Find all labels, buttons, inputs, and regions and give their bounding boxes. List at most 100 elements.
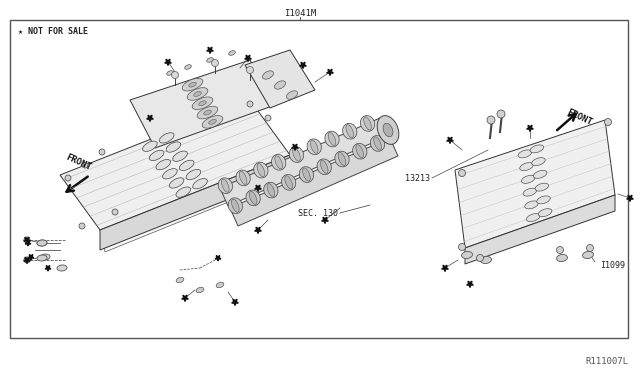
Ellipse shape: [275, 81, 285, 89]
Ellipse shape: [163, 169, 177, 179]
Ellipse shape: [282, 174, 296, 190]
Polygon shape: [164, 59, 172, 65]
Ellipse shape: [374, 137, 381, 150]
Ellipse shape: [257, 164, 265, 177]
Ellipse shape: [527, 214, 540, 222]
Polygon shape: [232, 299, 238, 305]
Circle shape: [99, 149, 105, 155]
Ellipse shape: [264, 182, 278, 198]
Ellipse shape: [143, 141, 157, 151]
Text: I1099: I1099: [600, 260, 625, 269]
Ellipse shape: [338, 153, 346, 166]
Ellipse shape: [292, 148, 300, 161]
Ellipse shape: [204, 110, 211, 115]
Ellipse shape: [267, 183, 275, 197]
Ellipse shape: [173, 151, 188, 161]
Text: SEC. 130: SEC. 130: [298, 208, 338, 218]
Polygon shape: [467, 281, 474, 288]
Polygon shape: [322, 217, 328, 224]
Ellipse shape: [535, 183, 548, 191]
Ellipse shape: [262, 71, 273, 79]
Ellipse shape: [523, 188, 536, 196]
Circle shape: [79, 223, 85, 229]
Circle shape: [211, 60, 218, 67]
Circle shape: [247, 101, 253, 107]
Polygon shape: [292, 144, 298, 151]
Circle shape: [487, 116, 495, 124]
Ellipse shape: [179, 160, 194, 170]
Circle shape: [246, 67, 253, 74]
Ellipse shape: [342, 124, 357, 139]
Ellipse shape: [371, 135, 385, 151]
Ellipse shape: [246, 190, 260, 206]
Ellipse shape: [303, 168, 310, 181]
Ellipse shape: [176, 277, 184, 283]
Polygon shape: [326, 69, 333, 76]
Polygon shape: [220, 118, 388, 206]
Text: 13213: 13213: [405, 173, 430, 183]
Ellipse shape: [533, 170, 547, 178]
Polygon shape: [215, 256, 221, 261]
Circle shape: [458, 244, 465, 250]
Ellipse shape: [377, 116, 399, 144]
Polygon shape: [300, 62, 307, 68]
Polygon shape: [100, 155, 295, 252]
Ellipse shape: [40, 254, 50, 260]
Ellipse shape: [481, 256, 492, 263]
Ellipse shape: [328, 132, 336, 145]
Polygon shape: [24, 257, 30, 263]
Circle shape: [112, 209, 118, 215]
Ellipse shape: [346, 125, 354, 138]
Ellipse shape: [193, 179, 207, 189]
Circle shape: [82, 162, 88, 168]
Ellipse shape: [197, 106, 218, 119]
Polygon shape: [255, 185, 261, 192]
Ellipse shape: [159, 133, 174, 143]
Ellipse shape: [525, 201, 538, 209]
Ellipse shape: [37, 240, 47, 246]
Polygon shape: [130, 60, 275, 148]
Polygon shape: [455, 120, 615, 248]
Circle shape: [172, 71, 179, 78]
Polygon shape: [230, 138, 398, 226]
Ellipse shape: [360, 116, 374, 131]
Ellipse shape: [202, 116, 223, 128]
Circle shape: [65, 175, 71, 181]
Ellipse shape: [383, 123, 393, 137]
Ellipse shape: [166, 71, 173, 75]
Polygon shape: [25, 241, 31, 246]
Ellipse shape: [522, 176, 535, 183]
Ellipse shape: [518, 150, 532, 158]
Ellipse shape: [57, 265, 67, 271]
Ellipse shape: [199, 101, 206, 106]
Ellipse shape: [461, 251, 472, 259]
Ellipse shape: [287, 91, 298, 99]
Ellipse shape: [192, 97, 213, 109]
Ellipse shape: [307, 139, 321, 155]
Ellipse shape: [170, 178, 184, 188]
Ellipse shape: [207, 58, 213, 62]
Polygon shape: [245, 50, 315, 108]
Ellipse shape: [250, 191, 257, 205]
Ellipse shape: [228, 198, 243, 214]
Ellipse shape: [186, 169, 201, 180]
Ellipse shape: [325, 131, 339, 147]
Polygon shape: [627, 195, 634, 202]
Circle shape: [586, 244, 593, 251]
Polygon shape: [60, 100, 290, 230]
Ellipse shape: [356, 145, 364, 158]
Ellipse shape: [185, 65, 191, 69]
Circle shape: [497, 110, 505, 118]
Bar: [10, 20, 628, 338]
Ellipse shape: [149, 150, 164, 161]
Polygon shape: [24, 237, 30, 244]
Polygon shape: [45, 266, 51, 271]
Polygon shape: [244, 55, 252, 61]
Polygon shape: [147, 115, 154, 122]
Ellipse shape: [538, 209, 552, 217]
Ellipse shape: [275, 156, 282, 169]
Ellipse shape: [196, 287, 204, 293]
Ellipse shape: [300, 167, 314, 182]
Ellipse shape: [232, 199, 239, 212]
Polygon shape: [207, 47, 213, 54]
